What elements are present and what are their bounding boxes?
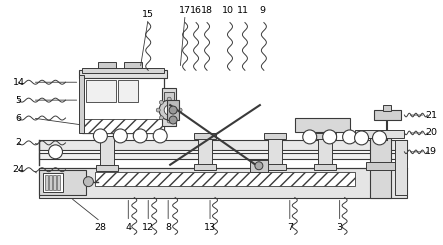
Bar [194, 133, 216, 139]
Bar [162, 88, 176, 126]
Text: 18: 18 [201, 6, 213, 15]
Text: 10: 10 [222, 6, 234, 15]
Bar [373, 110, 401, 120]
Circle shape [303, 130, 317, 144]
Bar [118, 80, 138, 102]
Bar [264, 133, 286, 139]
Circle shape [354, 131, 369, 145]
Bar [164, 92, 174, 102]
Text: 13: 13 [204, 223, 216, 232]
Bar [39, 140, 408, 150]
Text: 7: 7 [287, 223, 293, 232]
Bar [39, 168, 408, 197]
Bar [39, 170, 86, 195]
Text: 16: 16 [190, 6, 202, 15]
Bar [82, 75, 164, 133]
Bar [79, 75, 85, 133]
Circle shape [113, 129, 127, 143]
Bar [57, 175, 59, 190]
Circle shape [159, 100, 179, 120]
Text: 4: 4 [125, 223, 131, 232]
Text: 19: 19 [425, 147, 437, 156]
Bar [268, 138, 282, 170]
Bar [318, 138, 332, 168]
Bar [45, 175, 47, 190]
Circle shape [373, 131, 386, 145]
Bar [53, 175, 55, 190]
Bar [97, 165, 118, 171]
Bar [82, 119, 164, 133]
Bar [86, 80, 117, 102]
Circle shape [83, 177, 93, 187]
Bar [198, 138, 212, 170]
Circle shape [169, 106, 177, 114]
Circle shape [167, 97, 171, 101]
Circle shape [159, 100, 163, 104]
Bar [396, 140, 408, 195]
Text: 2: 2 [16, 138, 22, 147]
Circle shape [159, 116, 163, 120]
Circle shape [169, 116, 177, 124]
Text: 11: 11 [237, 6, 249, 15]
Text: 8: 8 [165, 223, 171, 232]
Circle shape [167, 119, 171, 123]
Bar [95, 172, 354, 186]
Text: 6: 6 [16, 113, 22, 122]
Bar [384, 105, 392, 111]
Bar [354, 130, 404, 138]
Text: 15: 15 [142, 10, 154, 19]
Text: 21: 21 [425, 110, 437, 120]
Circle shape [164, 105, 174, 115]
Bar [369, 138, 392, 197]
Bar [194, 164, 216, 170]
Bar [101, 136, 114, 168]
Circle shape [175, 100, 179, 104]
Bar [295, 118, 350, 132]
Circle shape [175, 116, 179, 120]
Bar [98, 62, 117, 72]
Circle shape [153, 129, 167, 143]
Text: 5: 5 [16, 96, 22, 105]
Text: 28: 28 [94, 223, 106, 232]
Bar [167, 100, 179, 120]
Circle shape [156, 108, 160, 112]
Bar [82, 68, 164, 73]
Text: 20: 20 [425, 128, 437, 137]
Text: 24: 24 [13, 165, 25, 174]
Text: 12: 12 [142, 223, 154, 232]
Text: 9: 9 [260, 6, 266, 15]
Bar [314, 133, 336, 139]
Bar [124, 62, 142, 72]
Bar [264, 164, 286, 170]
Bar [79, 70, 167, 78]
Circle shape [93, 129, 107, 143]
Text: 3: 3 [337, 223, 343, 232]
Circle shape [49, 145, 62, 159]
Text: 14: 14 [13, 78, 25, 87]
Circle shape [255, 162, 263, 170]
Bar [314, 164, 336, 170]
Bar [49, 175, 51, 190]
Circle shape [178, 108, 182, 112]
Circle shape [323, 130, 337, 144]
Text: 17: 17 [179, 6, 191, 15]
Bar [365, 162, 396, 170]
Bar [250, 160, 268, 172]
Bar [39, 153, 408, 159]
Bar [43, 173, 62, 192]
Circle shape [342, 130, 357, 144]
Circle shape [133, 129, 147, 143]
